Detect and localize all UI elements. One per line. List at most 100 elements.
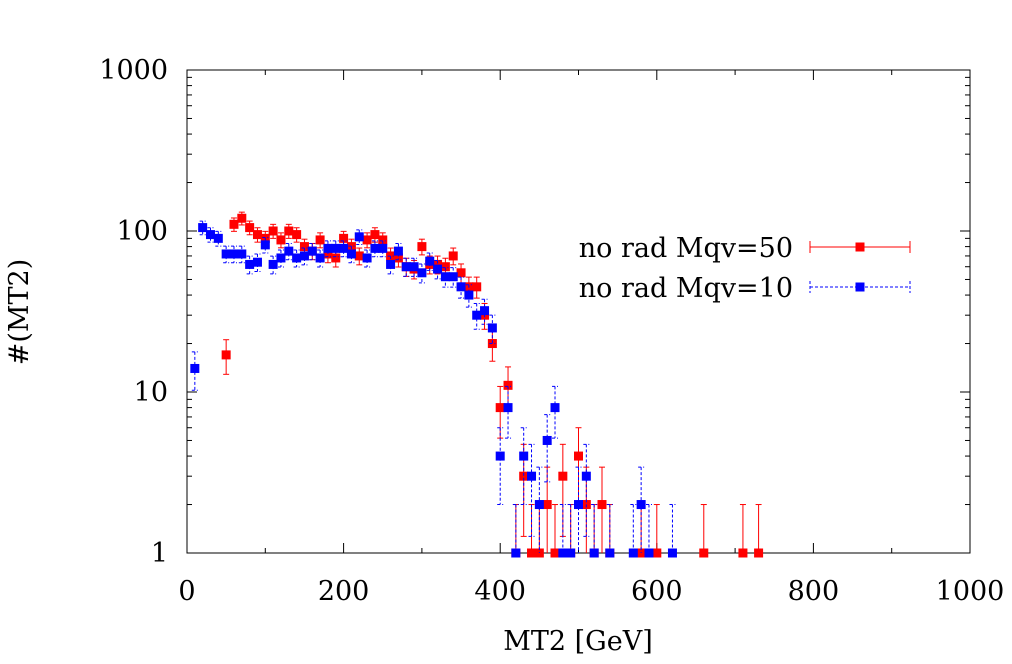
x-axis-title: MT2 [GeV] <box>503 626 653 657</box>
marker <box>487 323 497 333</box>
data-point <box>464 284 474 308</box>
data-point <box>652 504 662 558</box>
data-point <box>574 466 583 553</box>
data-point <box>245 255 255 275</box>
x-tick-label: 400 <box>474 576 526 607</box>
data-point <box>276 249 286 268</box>
data-point <box>362 232 372 249</box>
data-point <box>534 466 544 553</box>
data-point <box>378 240 388 258</box>
data-point <box>550 385 560 439</box>
data-point <box>487 328 497 362</box>
marker <box>245 259 255 269</box>
marker <box>417 242 427 252</box>
data-point <box>315 232 325 249</box>
marker <box>456 268 466 278</box>
data-point <box>213 230 223 247</box>
marker <box>566 548 576 558</box>
marker <box>456 282 466 292</box>
data-point <box>386 255 396 275</box>
y-tick-label: 1 <box>151 538 168 569</box>
data-point <box>527 443 537 537</box>
data-point <box>597 466 607 553</box>
marker <box>252 257 262 267</box>
data-point <box>198 220 208 236</box>
data-point <box>440 267 450 288</box>
marker <box>409 262 419 272</box>
marker <box>276 235 286 245</box>
y-tick-label: 100 <box>116 216 168 247</box>
data-point <box>644 504 654 558</box>
marker <box>519 451 529 461</box>
series-2 <box>190 220 677 558</box>
data-point <box>190 351 200 391</box>
marker <box>378 243 388 253</box>
marker <box>299 251 309 261</box>
data-point <box>354 247 364 266</box>
marker <box>636 500 646 510</box>
marker <box>299 242 309 252</box>
y-axis-title: #(MT2) <box>4 259 35 366</box>
marker <box>558 471 568 481</box>
marker <box>440 272 450 282</box>
data-point <box>331 240 341 258</box>
marker <box>205 230 215 240</box>
marker <box>229 219 239 229</box>
data-point <box>393 242 403 261</box>
marker <box>480 306 490 316</box>
data-point <box>229 217 239 232</box>
data-point <box>346 245 356 264</box>
data-point <box>425 252 435 271</box>
marker <box>550 403 560 413</box>
x-tick-label: 1000 <box>936 576 1005 607</box>
marker <box>284 246 294 256</box>
marker <box>589 548 599 558</box>
legend-label: no rad Mqv=50 <box>579 233 793 264</box>
data-point <box>299 247 309 266</box>
marker <box>644 548 654 558</box>
marker <box>417 268 427 278</box>
marker <box>370 230 380 240</box>
data-point <box>472 276 482 299</box>
data-point <box>480 298 490 325</box>
data-point <box>433 259 443 280</box>
marker <box>401 262 411 272</box>
data-point <box>370 227 380 243</box>
tick-labels: 0 200 400 600 800 1000 1 10 100 1000 <box>99 55 1004 607</box>
data-point <box>558 504 568 558</box>
data-point <box>636 466 646 553</box>
marker <box>440 262 450 272</box>
data-point <box>738 504 748 558</box>
data-point <box>511 504 521 558</box>
marker <box>393 253 403 263</box>
y-tick-label: 10 <box>134 377 168 408</box>
marker <box>597 500 607 510</box>
data-point <box>628 504 638 558</box>
legend-label: no rad Mqv=10 <box>579 273 793 304</box>
data-point <box>472 302 482 330</box>
marker <box>292 230 302 240</box>
data-point <box>503 385 513 439</box>
marker <box>221 350 231 360</box>
marker <box>315 253 325 263</box>
data-point <box>754 504 764 558</box>
marker <box>315 235 325 245</box>
marker <box>386 259 396 269</box>
data-point <box>370 240 380 258</box>
marker <box>534 500 544 510</box>
data-point <box>699 504 709 558</box>
marker <box>260 240 270 250</box>
marker <box>213 233 223 243</box>
data-point <box>448 267 458 288</box>
marker <box>738 548 748 558</box>
marker <box>276 253 286 263</box>
data-point <box>221 339 231 375</box>
data-point <box>401 257 411 277</box>
data-point <box>237 245 247 264</box>
legend-entry-2: no rad Mqv=10 <box>579 273 911 304</box>
x-tick-label: 0 <box>178 576 195 607</box>
marker <box>574 451 583 461</box>
data-point <box>605 504 615 558</box>
data-point <box>284 223 294 239</box>
